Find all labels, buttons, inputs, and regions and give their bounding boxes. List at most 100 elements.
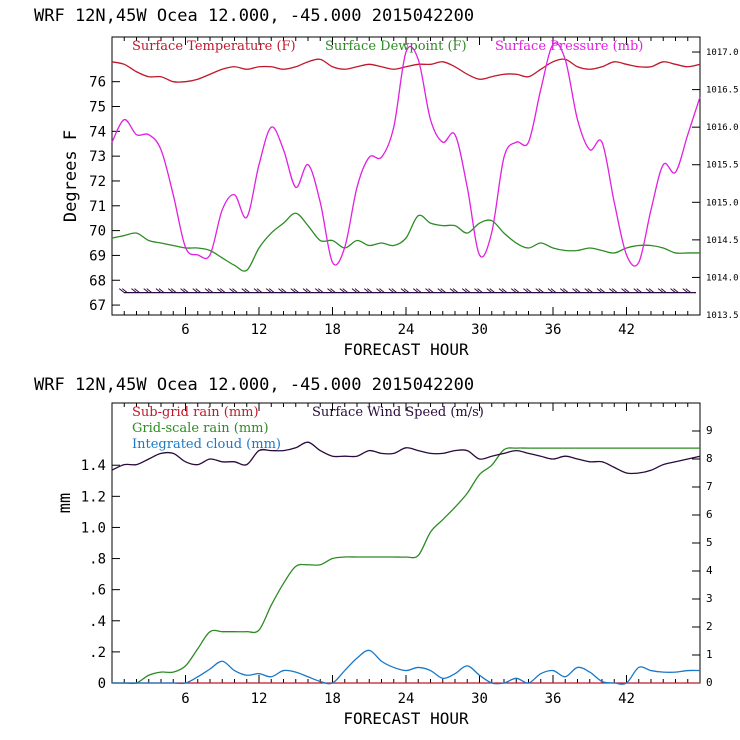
y-left-tick-label: .2 [89,645,106,661]
legend-entry: Surface Wind Speed (m/s) [312,405,484,420]
y-left-tick-label: 75 [89,100,106,116]
y-left-tick-label: 1.0 [81,520,106,536]
wind-barb [608,288,618,294]
wind-barb [131,288,140,294]
wind-barb [388,288,398,294]
y-left-tick-label: 69 [89,248,106,264]
legend-entry: Surface Dewpoint (F) [325,39,467,54]
y-left-tick-label: 0 [98,676,106,692]
x-tick-label: 18 [324,691,341,707]
x-tick-label: 24 [398,322,415,338]
wind-barb [265,288,275,294]
wind-barb [486,288,496,294]
wind-barb [253,288,263,294]
panel-header: WRF 12N,45W Ocea 12.000, -45.000 2015042… [34,6,474,26]
x-tick-label: 42 [618,691,635,707]
series-line-surface-pressure-mb [111,42,701,267]
wind-barb [657,288,667,294]
series-line-integrated-cloud-mm [111,649,701,685]
y-right-tick-label: 1015.0 [706,198,739,208]
wind-barb [376,288,385,294]
legend-entry: Sub-grid rain (mm) [132,405,259,420]
wind-barb [327,288,336,294]
x-tick-label: 12 [251,322,268,338]
wind-barb [180,288,189,294]
x-axis-label: FORECAST HOUR [343,709,469,728]
x-tick-label: 24 [398,691,415,707]
wind-barb [645,288,655,294]
wind-barb [474,288,483,294]
wind-barb [535,288,545,294]
y-right-tick-label: 1013.5 [706,311,739,321]
legend-entry: Surface Pressure (mb) [495,39,643,54]
wind-barb [302,288,312,294]
y-right-tick-label: 1014.5 [706,236,739,246]
panel-header: WRF 12N,45W Ocea 12.000, -45.000 2015042… [34,375,474,395]
y-right-tick-label: 6 [706,508,713,521]
wind-barb [314,288,324,294]
wind-barb [584,288,594,294]
wind-barb [290,288,300,294]
x-tick-label: 18 [324,322,341,338]
legend-entry: Integrated cloud (mm) [132,437,281,452]
x-tick-label: 36 [545,691,562,707]
y-left-tick-label: 70 [89,224,106,240]
y-right-tick-label: 0 [706,676,713,689]
wind-barb [547,288,557,294]
wind-barb [400,288,410,294]
y-left-tick-label: 1.4 [81,458,106,474]
x-tick-label: 6 [181,691,189,707]
y-right-tick-label: 3 [706,592,713,605]
wind-barb [192,288,202,294]
y-right-tick-label: 1016.5 [706,86,739,96]
wind-barb [449,288,459,294]
x-tick-label: 30 [471,691,488,707]
wind-barb [143,288,153,294]
wind-barb [510,288,520,294]
y-axis-label: Degrees F [61,130,81,222]
x-tick-label: 42 [618,322,635,338]
y-right-tick-label: 8 [706,452,713,465]
y-left-tick-label: 73 [89,149,106,165]
legend-entry: Surface Temperature (F) [132,39,296,54]
y-right-tick-label: 1016.0 [706,123,739,133]
y-right-tick-label: 9 [706,424,713,437]
x-tick-label: 12 [251,691,268,707]
wind-barb [559,288,569,294]
y-left-tick-label: 1.2 [81,489,106,505]
y-left-tick-label: 72 [89,174,106,190]
wind-barb [339,288,349,294]
legend-entry: Grid-scale rain (mm) [132,421,269,436]
wind-barb [437,288,447,294]
y-right-tick-label: 4 [706,564,713,577]
x-axis-label: FORECAST HOUR [343,340,469,359]
series-line-surface-dewpoint-f [111,212,700,272]
x-tick-label: 36 [545,322,562,338]
y-right-tick-label: 7 [706,480,713,493]
y-right-tick-label: 2 [706,620,713,633]
wind-barb [229,288,238,294]
wind-barb [155,288,165,294]
y-right-tick-label: 1 [706,648,713,661]
series-line-surface-wind-speed-m-s [111,441,701,475]
y-right-tick-label: 1015.5 [706,161,739,171]
y-left-tick-label: .8 [89,552,106,568]
wind-barb [412,288,422,294]
wind-barb [621,288,630,294]
wind-barb [572,288,581,294]
y-left-tick-label: 67 [89,298,106,314]
wind-barb [351,288,361,294]
wind-barb [363,288,373,294]
y-left-tick-label: 74 [89,124,106,140]
y-left-tick-label: 71 [89,199,106,215]
y-left-tick-label: .6 [89,583,106,599]
wind-barb [596,288,606,294]
wind-barb [523,288,532,294]
wind-barb [425,288,434,294]
wind-barb [670,288,679,294]
y-left-tick-label: .4 [89,614,106,630]
x-tick-label: 6 [181,322,189,338]
wind-barb [118,288,128,294]
series-line-surface-temperature-f [111,58,701,83]
